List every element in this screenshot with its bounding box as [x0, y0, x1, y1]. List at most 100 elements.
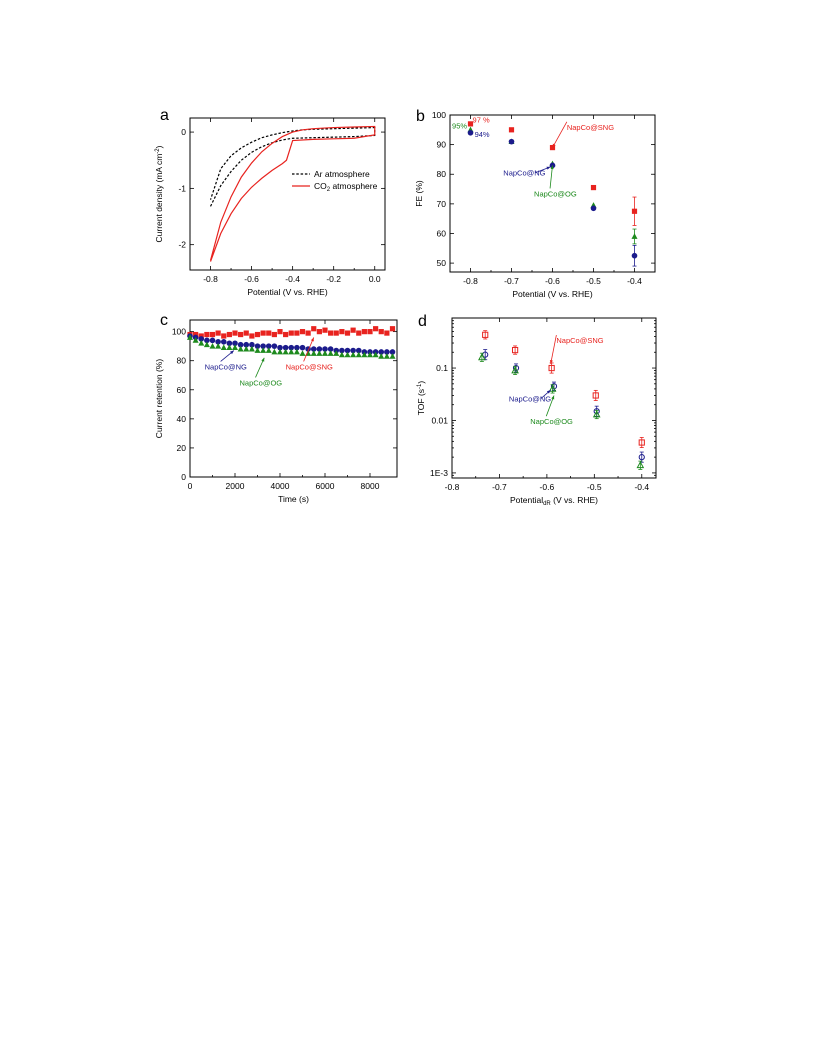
x-axis-title-rest: (V vs. RHE): [551, 495, 598, 505]
plot-frame: [451, 317, 657, 479]
x-tick-label: -0.8: [203, 274, 218, 284]
legend-label-sub: 2: [327, 187, 331, 193]
annotation-label: NapCo@OG: [534, 189, 577, 198]
data-point: [478, 353, 486, 361]
legend-label: CO2 atmosphere: [314, 181, 378, 193]
data-point: [384, 330, 390, 336]
data-point: [511, 366, 519, 374]
data-point: [355, 347, 362, 354]
annotation-label: NapCo@OG: [530, 417, 573, 426]
x-tick-label: 6000: [316, 481, 335, 491]
data-point: [232, 344, 238, 351]
data-point: [361, 329, 367, 335]
annotation-arrowhead: [230, 350, 234, 355]
data-point: [356, 330, 362, 336]
data-point: [220, 339, 227, 345]
panel-c: 0 2000 4000 6000 8000 0 20 40 60 80 100 c Time (s) Cu…: [154, 312, 398, 504]
data-point: [299, 329, 306, 335]
x-tick-label: -0.4: [285, 274, 300, 284]
data-point: [288, 348, 295, 355]
data-point: [631, 252, 638, 259]
data-point: [277, 344, 283, 351]
data-point: [310, 346, 317, 352]
data-point: [333, 330, 339, 336]
data-point: [288, 344, 295, 351]
panel-a: -0.8 -0.6 -0.4 -0.2 0.0 0 -1 -2 a Potential (V vs…: [154, 107, 386, 297]
y-tick-label: 0.01: [431, 415, 448, 425]
data-point: [294, 344, 300, 351]
data-point: [355, 351, 362, 358]
data-point: [203, 341, 210, 348]
annotation-label: NapCo@NG: [205, 362, 247, 371]
data-point: [638, 454, 645, 461]
annotation-label: NapCo@SNG: [556, 336, 603, 345]
data-point: [204, 331, 210, 338]
data-point: [389, 353, 396, 359]
y-axis-title: TOF (s-1): [416, 381, 426, 416]
data-point: [327, 346, 334, 352]
annotation-arrow: [545, 395, 555, 417]
data-point: [316, 346, 323, 352]
data-point: [299, 350, 306, 356]
x-axis-title: Potential (V vs. RHE): [247, 287, 327, 297]
x-axis-title: PotentialdR (V vs. RHE): [510, 495, 598, 507]
data-point: [512, 364, 520, 372]
annotation-arrowhead: [261, 357, 265, 362]
data-point: [338, 351, 345, 358]
data-point: [254, 343, 261, 349]
data-point: [592, 392, 599, 399]
x-tick-label: -0.7: [504, 276, 519, 286]
annotation-label: 97 %: [473, 116, 490, 125]
data-point: [249, 333, 255, 339]
data-point: [192, 337, 199, 343]
data-point: [215, 339, 221, 345]
y-axis-title-sup: -2: [155, 148, 161, 154]
x-tick-label: -0.7: [492, 482, 507, 492]
data-point: [226, 344, 233, 351]
data-point: [220, 344, 227, 351]
data-point: [344, 330, 351, 336]
data-point: [383, 353, 390, 359]
y-tick-label: 0.1: [436, 363, 448, 373]
data-point: [232, 340, 238, 347]
panel-letter: a: [160, 107, 169, 124]
data-point: [328, 330, 334, 336]
y-tick-label: 80: [177, 356, 187, 366]
annotation-label: NapCo@SNG: [286, 362, 333, 371]
x-tick-label: -0.8: [463, 276, 478, 286]
y-tick-label: 90: [437, 140, 447, 150]
data-point: [204, 337, 210, 344]
annotation-label: 95%: [452, 121, 467, 130]
data-point: [592, 410, 601, 418]
data-point: [271, 343, 278, 349]
data-point: [243, 330, 249, 336]
data-point: [548, 384, 557, 392]
x-tick-label: -0.4: [627, 276, 642, 286]
panel-d: -0.8 -0.7 -0.6 -0.5 -0.4 1E-3 0.01 0.1 d Potentia…: [416, 313, 657, 507]
data-point: [248, 345, 255, 352]
data-point: [238, 331, 244, 338]
data-point: [187, 334, 193, 340]
data-point: [508, 127, 515, 133]
data-point: [638, 439, 645, 446]
data-point: [221, 333, 227, 339]
data-point: [373, 326, 379, 332]
data-point: [209, 331, 216, 338]
data-point: [344, 347, 351, 354]
annotation-arrow: [549, 165, 553, 189]
data-point: [322, 350, 328, 356]
data-point: [237, 345, 244, 352]
data-point: [339, 347, 345, 354]
data-point: [333, 350, 340, 356]
y-tick-label: 0: [181, 127, 186, 137]
data-point: [631, 208, 638, 214]
data-point: [361, 351, 368, 358]
data-point: [305, 330, 311, 336]
data-point: [316, 329, 322, 335]
data-point: [378, 353, 385, 359]
data-point: [271, 331, 277, 338]
data-point: [198, 333, 204, 339]
data-point: [482, 331, 489, 338]
data-point: [367, 351, 373, 358]
